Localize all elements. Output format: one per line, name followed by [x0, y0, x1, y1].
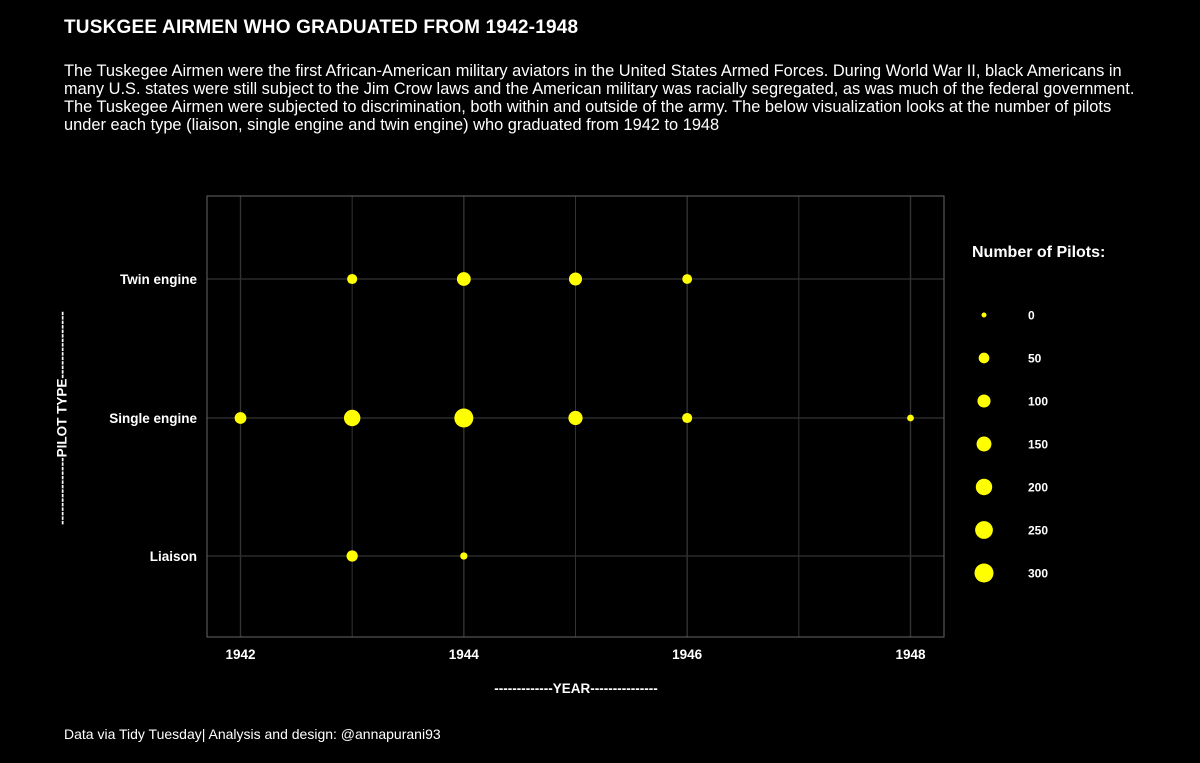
data-point: [343, 409, 361, 427]
legend-key: [978, 352, 990, 364]
legend-label: 50: [1028, 352, 1042, 366]
legend-label: 100: [1028, 395, 1048, 409]
size-legend-title: Number of Pilots:: [972, 244, 1106, 261]
y-tick-label: Liaison: [150, 549, 197, 564]
legend-key: [981, 312, 987, 318]
data-point: [568, 272, 583, 286]
data-point: [454, 408, 474, 428]
x-tick-label: 1946: [672, 647, 703, 662]
x-axis-label: -------------YEAR---------------: [494, 681, 658, 696]
data-point: [346, 550, 358, 562]
legend-key: [974, 563, 994, 583]
legend-key: [977, 394, 991, 408]
caption: Data via Tidy Tuesday| Analysis and desi…: [64, 726, 441, 742]
y-tick-label: Single engine: [109, 411, 197, 426]
legend-key: [976, 436, 992, 452]
data-point: [347, 273, 358, 285]
x-tick-label: 1944: [449, 647, 480, 662]
legend-key: [975, 478, 993, 496]
x-tick-label: 1948: [895, 647, 926, 662]
legend-label: 300: [1028, 567, 1048, 581]
legend-label: 250: [1028, 524, 1048, 538]
data-point: [456, 272, 471, 286]
y-axis-label: ---------------PILOT TYPE---------------: [54, 311, 70, 525]
data-point: [907, 414, 914, 422]
x-tick-label: 1942: [225, 647, 255, 662]
data-point: [234, 412, 247, 424]
legend-label: 200: [1028, 481, 1048, 495]
plot-border: [206, 195, 945, 638]
data-point: [568, 410, 583, 426]
data-point: [682, 412, 693, 424]
chart-title: TUSKGEE AIRMEN WHO GRADUATED FROM 1942-1…: [64, 17, 579, 38]
legend-key: [975, 521, 993, 539]
legend-label: 150: [1028, 438, 1048, 452]
y-tick-label: Twin engine: [120, 272, 197, 287]
data-point: [460, 552, 468, 560]
data-point: [682, 274, 693, 284]
legend-label: 0: [1028, 309, 1035, 323]
chart-subtitle: The Tuskegee Airmen were the first Afric…: [64, 62, 1135, 134]
